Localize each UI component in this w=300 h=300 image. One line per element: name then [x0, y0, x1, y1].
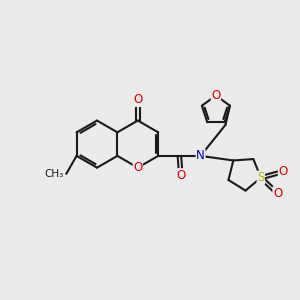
Text: O: O	[133, 161, 142, 174]
Text: N: N	[196, 149, 205, 162]
Text: O: O	[133, 93, 142, 106]
Text: S: S	[257, 171, 265, 184]
Text: O: O	[278, 165, 288, 178]
Text: O: O	[176, 169, 185, 182]
Text: O: O	[273, 187, 282, 200]
Text: O: O	[211, 89, 220, 102]
Text: CH₃: CH₃	[45, 169, 64, 179]
